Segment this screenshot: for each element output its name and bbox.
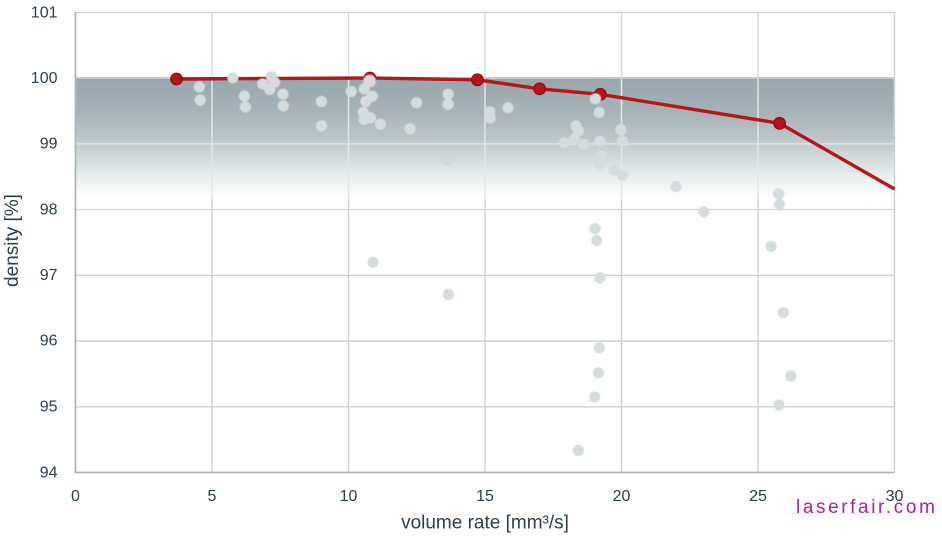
- svg-text:10: 10: [340, 488, 358, 505]
- svg-text:95: 95: [40, 398, 58, 415]
- svg-text:30: 30: [886, 488, 904, 505]
- svg-text:volume rate [mm³/s]: volume rate [mm³/s]: [401, 513, 569, 534]
- svg-text:density [%]: density [%]: [2, 194, 23, 287]
- svg-text:25: 25: [749, 488, 767, 505]
- svg-text:20: 20: [613, 488, 631, 505]
- svg-text:99: 99: [40, 136, 58, 153]
- svg-text:101: 101: [31, 4, 58, 21]
- svg-text:100: 100: [31, 70, 58, 87]
- svg-text:laserfair.com: laserfair.com: [796, 497, 938, 518]
- svg-text:5: 5: [208, 488, 217, 505]
- svg-text:0: 0: [71, 488, 80, 505]
- svg-text:15: 15: [476, 488, 494, 505]
- svg-text:98: 98: [40, 201, 58, 218]
- svg-text:96: 96: [40, 333, 58, 350]
- svg-text:94: 94: [40, 464, 58, 481]
- svg-text:97: 97: [40, 267, 58, 284]
